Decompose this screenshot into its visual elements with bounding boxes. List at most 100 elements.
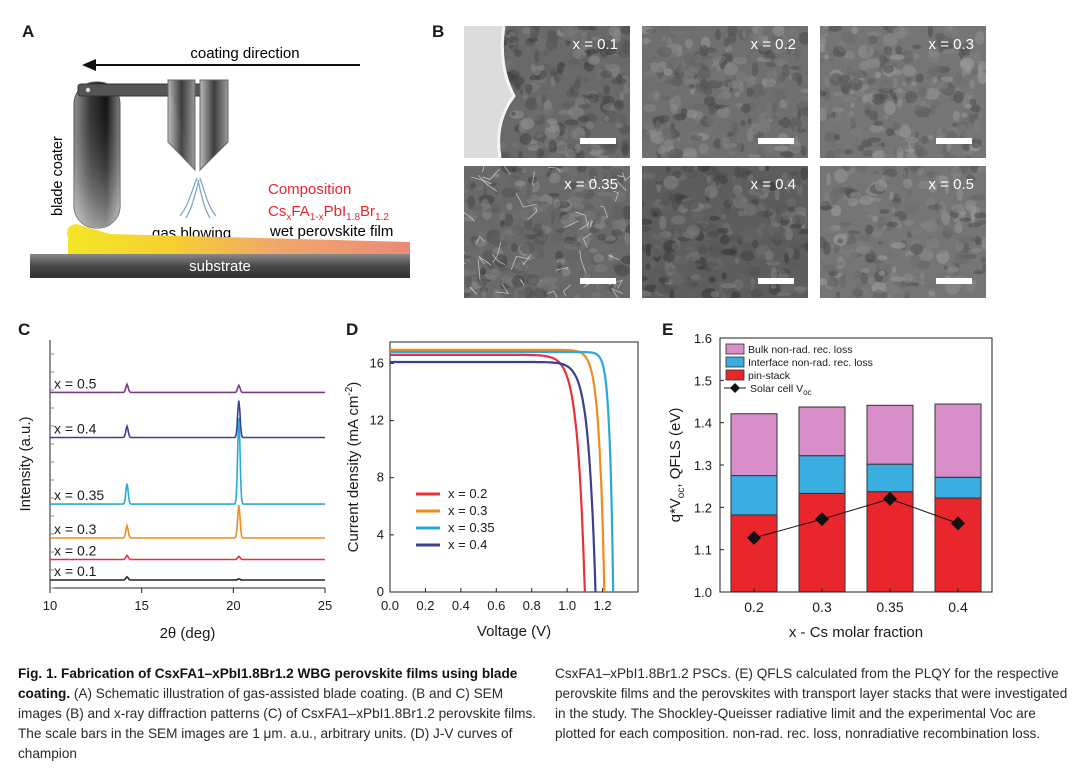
xrd-series-label: x = 0.1 (54, 563, 97, 579)
legend-swatch (725, 356, 745, 368)
voc-marker (815, 512, 829, 527)
xrd-trace (50, 505, 325, 539)
scale-bar (936, 138, 972, 144)
panel-e-qfls-chart: 0.2 0.3 0.35 0.4 1.0 1.1 1.2 1.3 1.4 1.5 1.6 x - Cs… (667, 331, 993, 641)
x-tick-label: 1.2 (594, 598, 612, 613)
x-tick-label: 0.35 (876, 599, 903, 615)
voc-line (753, 498, 959, 539)
figure-caption-right: CsxFA1–xPbI1.8Br1.2 PSCs. (E) QFLS calcu… (555, 666, 1068, 741)
y-axis-label: q*Voc, QFLS (eV) (667, 408, 687, 523)
bar-segment (798, 406, 846, 457)
x-tick-label: 0.2 (744, 599, 764, 615)
legend-label: x = 0.2 (448, 486, 487, 501)
xrd-series-label: x = 0.35 (54, 487, 104, 503)
y-tick-label: 1.5 (694, 373, 712, 388)
voc-marker (747, 530, 761, 545)
xrd-trace (50, 382, 325, 394)
xrd-trace (50, 575, 325, 581)
figure-caption-left: Fig. 1. Fabrication of CsxFA1–xPbI1.8Br1… (18, 664, 538, 764)
panel-d-letter: D (346, 320, 359, 339)
jv-curve (390, 350, 615, 593)
x-tick-label: 0.3 (812, 599, 832, 615)
bar-segment (934, 476, 982, 499)
x-tick-label: 0.2 (416, 598, 434, 613)
caption-left-body: (A) Schematic illustration of gas-assist… (18, 686, 537, 761)
bar-segment (866, 463, 914, 493)
y-tick-label: 4 (377, 527, 384, 542)
panel-a-schematic: coating direction blade coater gas blowi… (30, 45, 410, 278)
panel-d-jv-chart: 0.0 0.2 0.4 0.6 0.8 1.0 1.2 0 4 8 12 16 Voltage (V) C… (344, 341, 639, 640)
bar-segment (866, 404, 914, 465)
voc-marker (951, 516, 965, 531)
x-tick-label: 10 (43, 598, 57, 613)
y-tick-label: 12 (370, 413, 384, 428)
scale-bar (580, 278, 616, 284)
composition-label: Composition (268, 181, 351, 198)
x-tick-label: 0.0 (381, 598, 399, 613)
scale-bar (758, 138, 794, 144)
jv-curve (390, 360, 597, 593)
xrd-trace (50, 417, 325, 505)
panel-c-xrd-chart: 10 15 20 25 2θ (deg) Intensity (a.u.) x = 0.1 x… (17, 340, 332, 642)
scale-bar (758, 278, 794, 284)
sem-label: x = 0.35 (564, 176, 618, 193)
sem-label: x = 0.5 (928, 176, 974, 193)
sem-image: x = 0.1 (464, 26, 630, 158)
sem-image: x = 0.4 (642, 166, 808, 298)
bar-segment (730, 413, 778, 477)
wet-film-label: wet perovskite film (269, 223, 393, 240)
sem-image: x = 0.2 (642, 26, 808, 158)
bar-segment (730, 475, 778, 516)
legend-label: x = 0.4 (448, 537, 487, 552)
y-tick-label: 1.0 (694, 585, 712, 600)
xrd-trace (50, 554, 325, 561)
sem-image: x = 0.35 (464, 166, 630, 298)
caption-title: Fig. 1. Fabrication of CsxFA1–xPbI1.8Br1… (18, 666, 518, 701)
x-axis-label: Voltage (V) (477, 623, 551, 640)
panel-e-letter: E (662, 320, 674, 339)
legend-label: pin-stack (748, 370, 791, 382)
legend-label: Interface non-rad. rec. loss (748, 357, 873, 369)
sem-label: x = 0.4 (750, 176, 796, 193)
bar-segment (798, 455, 846, 494)
legend-swatch (725, 369, 745, 381)
bar-segment (866, 491, 914, 593)
x-tick-label: 20 (226, 598, 240, 613)
panel-c-letter: C (18, 320, 31, 339)
blade-coater-label: blade coater (50, 136, 66, 216)
bar-segment (730, 514, 778, 593)
sem-image: x = 0.3 (820, 26, 986, 158)
y-tick-label: 1.2 (694, 500, 712, 515)
legend-label: x = 0.35 (448, 520, 495, 535)
x-tick-label: 0.8 (523, 598, 541, 613)
bar-segment (934, 403, 982, 478)
x-tick-label: 25 (318, 598, 332, 613)
x-tick-label: 0.4 (452, 598, 470, 613)
gas-flow-icon (179, 177, 198, 217)
y-tick-label: 1.3 (694, 458, 712, 473)
xrd-series-label: x = 0.5 (54, 375, 97, 391)
x-tick-label: 0.4 (948, 599, 968, 615)
y-tick-label: 16 (370, 355, 384, 370)
legend-label: x = 0.3 (448, 503, 487, 518)
y-tick-label: 0 (377, 584, 384, 599)
scale-bar (936, 278, 972, 284)
panel-b-sem-grid: x = 0.1 x = 0.2 x = 0.3 x = 0.35 x = 0.4 x = … (464, 26, 990, 298)
x-tick-label: 15 (134, 598, 148, 613)
y-axis-label: Current density (mA cm-2) (344, 382, 362, 553)
panel-a-letter: A (22, 22, 35, 41)
legend-label: Bulk non-rad. rec. loss (748, 344, 852, 356)
y-tick-label: 1.4 (694, 416, 712, 431)
y-tick-label: 1.1 (694, 543, 712, 558)
legend-marker (730, 383, 740, 393)
x-axis-label: 2θ (deg) (160, 625, 216, 642)
y-axis-label: Intensity (a.u.) (17, 416, 34, 511)
xrd-trace (50, 400, 325, 439)
jv-curve (390, 348, 606, 593)
bar-segment (934, 497, 982, 593)
substrate-label: substrate (189, 258, 251, 275)
bar-segment (798, 492, 846, 593)
x-tick-label: 0.6 (487, 598, 505, 613)
sem-label: x = 0.3 (928, 36, 974, 53)
plot-frame (389, 341, 639, 593)
